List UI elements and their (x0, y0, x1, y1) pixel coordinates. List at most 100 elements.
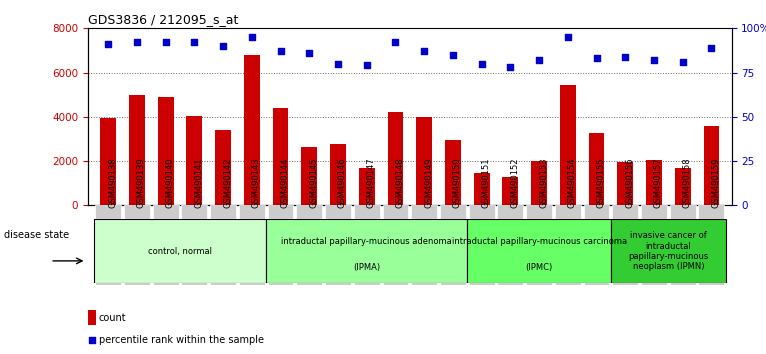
Text: GSM490153: GSM490153 (539, 157, 548, 208)
FancyBboxPatch shape (526, 205, 552, 285)
Point (86, 337, 98, 343)
Point (217, 43, 229, 49)
Text: count: count (99, 313, 126, 323)
Text: GSM490145: GSM490145 (309, 157, 318, 208)
FancyBboxPatch shape (124, 205, 150, 285)
Text: GSM490138: GSM490138 (108, 157, 117, 208)
Text: GSM490139: GSM490139 (137, 157, 146, 208)
Text: percentile rank within the sample: percentile rank within the sample (99, 335, 264, 346)
Text: GSM490155: GSM490155 (597, 157, 605, 208)
Text: (IPMA): (IPMA) (353, 263, 380, 272)
Bar (244, 55, 260, 205)
Bar (388, 113, 404, 205)
Text: disease state: disease state (4, 230, 69, 240)
Text: intraductal papillary-mucinous carcinoma: intraductal papillary-mucinous carcinoma (451, 237, 627, 246)
Bar (473, 173, 489, 205)
FancyBboxPatch shape (296, 205, 322, 285)
Bar (129, 95, 145, 205)
Text: GSM490142: GSM490142 (223, 157, 232, 208)
Bar (531, 161, 547, 205)
Text: GSM490151: GSM490151 (482, 157, 490, 208)
Text: GSM490152: GSM490152 (510, 157, 519, 208)
FancyBboxPatch shape (469, 205, 495, 285)
Bar (88, 310, 96, 325)
Bar (158, 97, 174, 205)
Point (418, 48, 430, 54)
Point (274, 48, 286, 54)
Text: GSM490149: GSM490149 (424, 157, 433, 208)
Bar (416, 117, 432, 205)
Text: GSM490159: GSM490159 (712, 157, 720, 208)
FancyBboxPatch shape (152, 205, 178, 285)
Text: GSM490141: GSM490141 (195, 157, 203, 208)
FancyBboxPatch shape (611, 219, 726, 283)
Point (705, 45, 718, 51)
FancyBboxPatch shape (210, 205, 236, 285)
Text: GSM490144: GSM490144 (280, 157, 290, 208)
Bar (100, 118, 116, 205)
FancyBboxPatch shape (239, 205, 265, 285)
Bar (358, 168, 375, 205)
Text: GSM490150: GSM490150 (453, 157, 462, 208)
Text: GSM490156: GSM490156 (625, 157, 634, 208)
Bar (502, 177, 519, 205)
Bar (330, 144, 346, 205)
Text: GSM490147: GSM490147 (367, 157, 375, 208)
Point (361, 63, 373, 68)
Text: GSM490146: GSM490146 (338, 157, 347, 208)
Bar (617, 162, 633, 205)
FancyBboxPatch shape (555, 205, 581, 285)
Point (188, 40, 201, 45)
Point (159, 40, 172, 45)
FancyBboxPatch shape (440, 205, 466, 285)
Bar (273, 108, 289, 205)
Text: (IPMC): (IPMC) (525, 263, 553, 272)
Text: GSM490157: GSM490157 (654, 157, 663, 208)
Point (619, 54, 631, 59)
FancyBboxPatch shape (325, 205, 351, 285)
Bar (186, 116, 202, 205)
FancyBboxPatch shape (669, 205, 696, 285)
FancyBboxPatch shape (497, 205, 523, 285)
Point (389, 40, 401, 45)
Text: GSM490154: GSM490154 (568, 157, 577, 208)
FancyBboxPatch shape (267, 205, 293, 285)
Point (561, 34, 574, 40)
Point (246, 34, 258, 40)
FancyBboxPatch shape (95, 205, 121, 285)
FancyBboxPatch shape (267, 219, 467, 283)
Point (447, 52, 459, 58)
Point (676, 59, 689, 65)
Bar (646, 160, 662, 205)
FancyBboxPatch shape (467, 219, 611, 283)
Point (648, 57, 660, 63)
Bar (675, 168, 691, 205)
Text: GSM490140: GSM490140 (165, 157, 175, 208)
Bar (301, 147, 317, 205)
FancyBboxPatch shape (182, 205, 208, 285)
Point (504, 64, 516, 70)
FancyBboxPatch shape (382, 205, 408, 285)
Text: GSM490148: GSM490148 (395, 157, 404, 208)
Text: GDS3836 / 212095_s_at: GDS3836 / 212095_s_at (88, 13, 238, 26)
Point (533, 57, 545, 63)
Bar (215, 130, 231, 205)
Point (131, 40, 143, 45)
Bar (588, 133, 604, 205)
Point (102, 41, 114, 47)
Bar (445, 140, 461, 205)
Text: intraductal papillary-mucinous adenoma: intraductal papillary-mucinous adenoma (281, 237, 452, 246)
Bar (560, 85, 576, 205)
FancyBboxPatch shape (612, 205, 638, 285)
FancyBboxPatch shape (94, 219, 267, 283)
Point (591, 56, 603, 61)
Bar (703, 126, 719, 205)
Text: GSM490143: GSM490143 (252, 157, 260, 208)
Point (303, 50, 316, 56)
Point (332, 61, 344, 67)
FancyBboxPatch shape (641, 205, 667, 285)
FancyBboxPatch shape (584, 205, 610, 285)
FancyBboxPatch shape (411, 205, 437, 285)
FancyBboxPatch shape (354, 205, 380, 285)
Point (476, 61, 488, 67)
